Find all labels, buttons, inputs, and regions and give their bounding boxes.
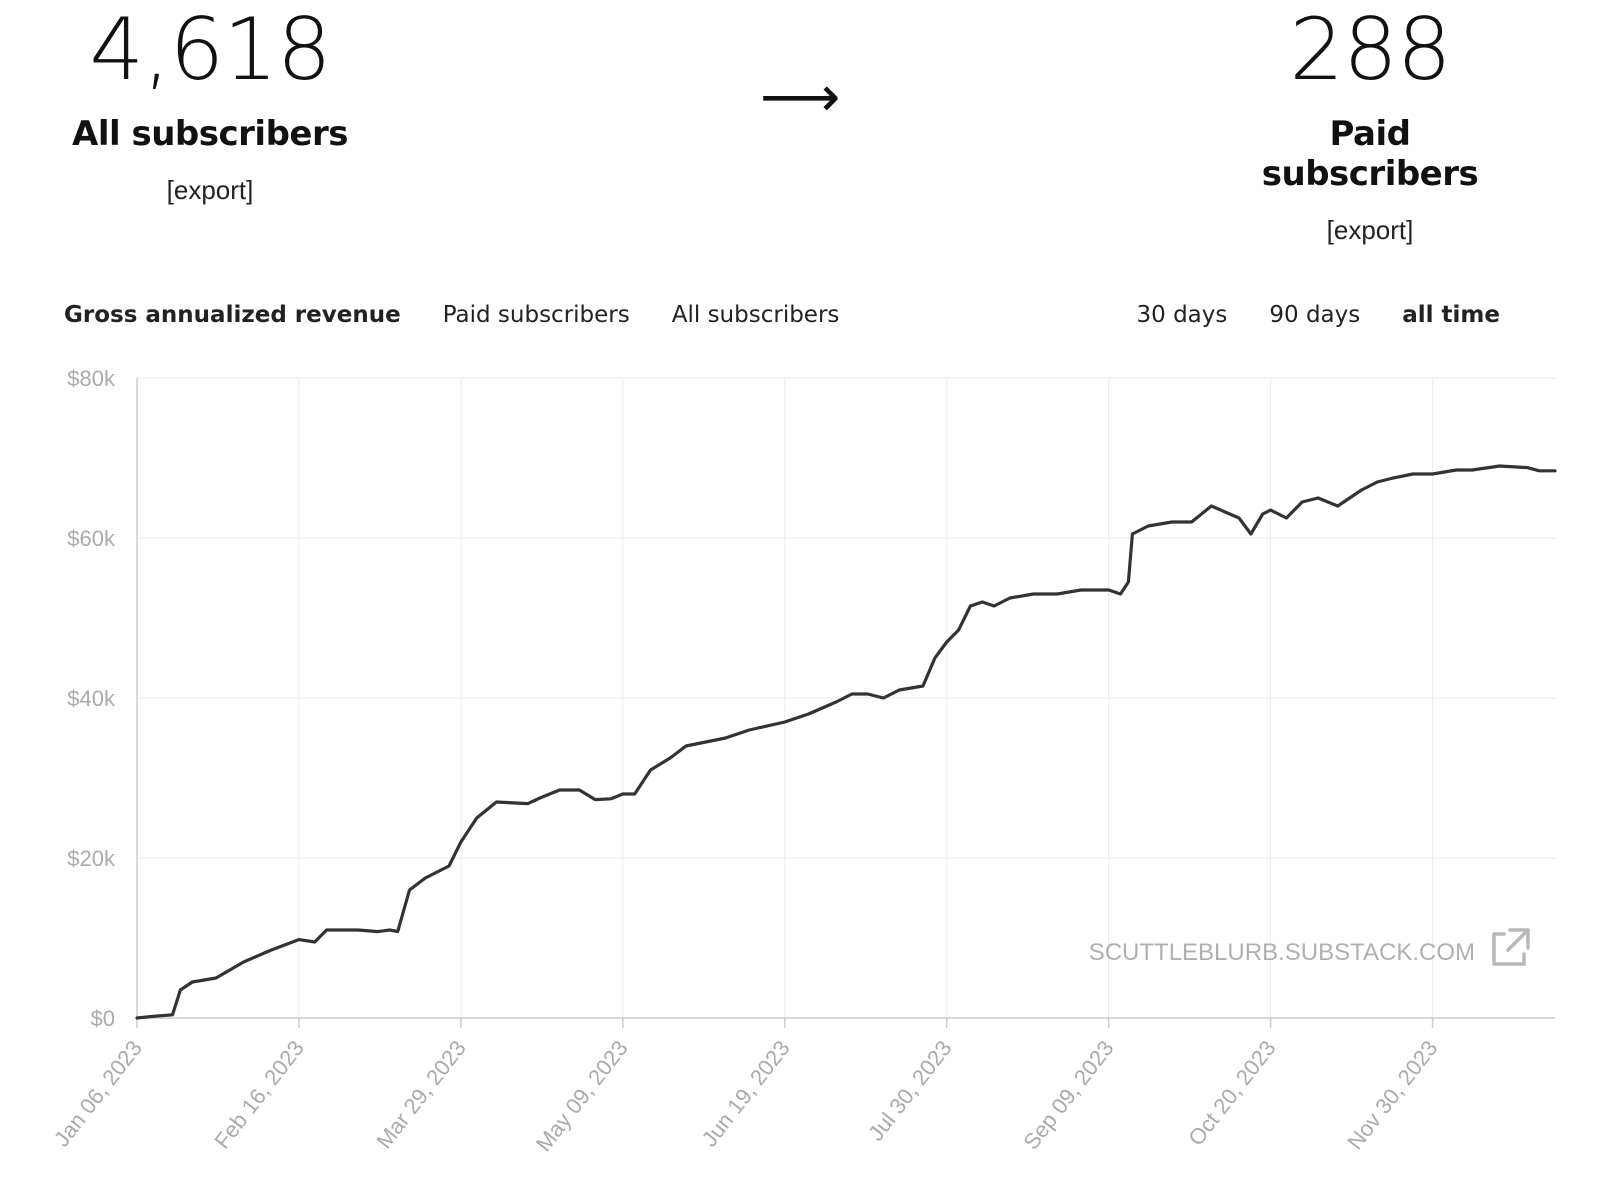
x-tick-label: Nov 30, 2023 — [1342, 1036, 1442, 1155]
watermark-text: SCUTTLEBLURB.SUBSTACK.COM — [1089, 939, 1475, 966]
chart-gridlines — [137, 377, 1555, 1018]
range-90-days[interactable]: 90 days — [1269, 302, 1361, 328]
x-tick-label: Jul 30, 2023 — [863, 1036, 957, 1146]
y-tick-label: $0 — [91, 1006, 115, 1031]
paid-subscribers-count: 288 — [1289, 0, 1451, 100]
all-subscribers-export-link[interactable]: [export] — [166, 175, 254, 205]
y-tick-label: $20k — [67, 846, 116, 871]
all-subscribers-stat: 4,618 All subscribers [export] — [60, 0, 360, 206]
y-axis-ticks: $0 $20k $40k $60k $80k — [67, 366, 116, 1031]
chart-axes — [136, 378, 1555, 1028]
paid-subscribers-stat: 288 Paid subscribers [export] — [1220, 0, 1520, 246]
revenue-chart: $0 $20k $40k $60k $80k Jan 06, 2023 Feb 16, 2… — [49, 366, 1557, 1156]
tab-gross-annualized-revenue[interactable]: Gross annualized revenue — [64, 302, 401, 328]
y-tick-label: $60k — [67, 526, 116, 551]
external-link-icon[interactable] — [1492, 928, 1530, 966]
range-30-days[interactable]: 30 days — [1136, 302, 1228, 328]
watermark-link[interactable]: SCUTTLEBLURB.SUBSTACK.COM — [1089, 928, 1530, 966]
y-tick-label: $40k — [67, 686, 116, 711]
x-tick-label: Jan 06, 2023 — [49, 1036, 147, 1152]
x-tick-label: May 09, 2023 — [531, 1036, 633, 1156]
x-tick-label: Jun 19, 2023 — [697, 1036, 795, 1152]
arrow-right-icon: ⟶ — [760, 65, 841, 130]
x-tick-label: Mar 29, 2023 — [371, 1036, 471, 1154]
all-subscribers-count: 4,618 — [89, 0, 331, 100]
y-tick-label: $80k — [67, 366, 116, 391]
paid-subscribers-export-link[interactable]: [export] — [1326, 215, 1414, 245]
range-tabs: 30 days 90 days all time — [1137, 300, 1501, 330]
revenue-series-line — [135, 464, 1557, 1020]
metric-tabs: Gross annualized revenue Paid subscriber… — [64, 300, 839, 330]
x-tick-label: Oct 20, 2023 — [1183, 1036, 1280, 1151]
tab-all-subscribers[interactable]: All subscribers — [671, 302, 840, 328]
paid-subscribers-label: Paid subscribers — [1261, 114, 1479, 194]
range-all-time[interactable]: all time — [1402, 302, 1500, 328]
x-tick-label: Feb 16, 2023 — [209, 1036, 309, 1154]
tab-paid-subscribers[interactable]: Paid subscribers — [442, 302, 630, 328]
all-subscribers-label: All subscribers — [72, 114, 348, 154]
x-tick-label: Sep 09, 2023 — [1018, 1036, 1118, 1155]
x-axis-ticks: Jan 06, 2023 Feb 16, 2023 Mar 29, 2023 May … — [49, 1036, 1443, 1156]
